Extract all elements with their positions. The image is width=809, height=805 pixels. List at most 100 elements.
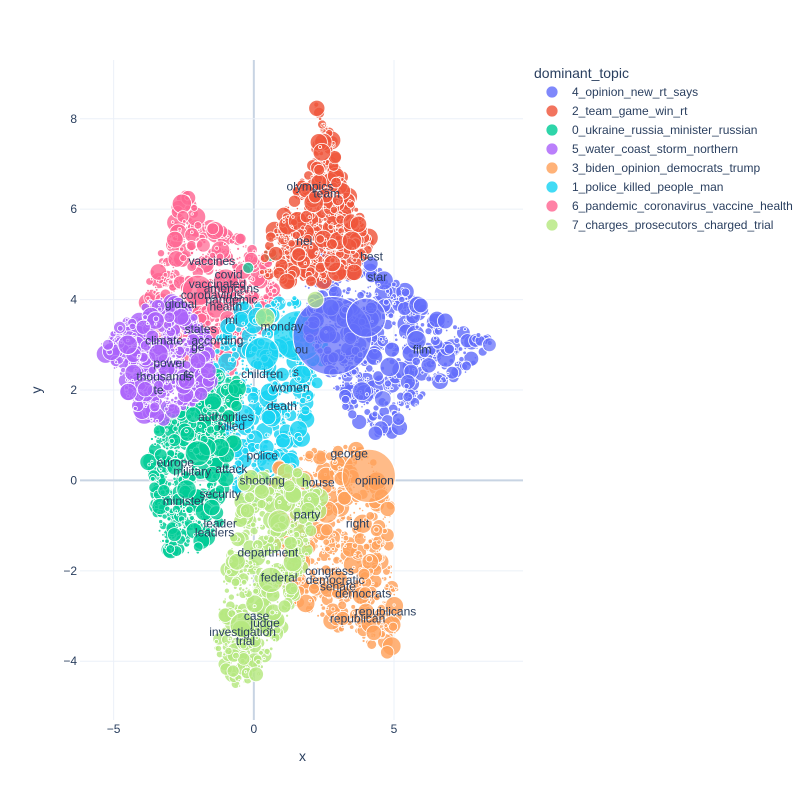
data-point [250, 278, 252, 280]
data-point [353, 258, 357, 262]
data-point [289, 529, 293, 533]
data-point [237, 247, 240, 250]
data-point [175, 449, 178, 452]
data-point [341, 233, 344, 236]
data-point [404, 403, 406, 405]
data-point [278, 491, 280, 493]
data-point [182, 220, 186, 224]
data-point [323, 280, 327, 284]
data-point [279, 273, 295, 289]
data-point [260, 524, 262, 526]
data-point [325, 546, 331, 552]
data-point [385, 337, 387, 339]
data-point [248, 433, 254, 439]
data-point [421, 358, 436, 373]
data-point [316, 259, 319, 262]
data-point [309, 100, 325, 116]
data-point [381, 577, 384, 580]
data-point [299, 456, 304, 461]
data-point [221, 236, 223, 238]
data-point [333, 387, 336, 390]
data-point [366, 556, 373, 563]
data-point [274, 238, 276, 240]
data-point [446, 377, 449, 380]
data-point-large [374, 391, 391, 408]
data-point [363, 543, 370, 550]
data-point [392, 321, 396, 325]
data-point [276, 307, 278, 309]
data-point [238, 679, 240, 681]
data-point [464, 371, 466, 373]
data-point [178, 227, 182, 231]
data-point [403, 319, 405, 321]
data-point [390, 572, 392, 574]
data-point [367, 640, 377, 650]
data-point [167, 482, 171, 486]
data-point [321, 548, 324, 551]
data-point [401, 288, 410, 297]
data-point [199, 425, 202, 428]
data-point [447, 372, 449, 374]
data-point [218, 436, 221, 439]
data-point [171, 221, 174, 224]
data-point [300, 397, 306, 403]
data-point [366, 625, 382, 641]
data-point [154, 443, 157, 446]
data-point [354, 207, 359, 212]
data-point [187, 241, 197, 251]
data-point-large [307, 291, 324, 308]
data-point [239, 395, 242, 398]
data-point [329, 468, 331, 470]
data-point [229, 377, 231, 379]
data-point [313, 143, 331, 161]
data-point [330, 251, 332, 253]
data-point [238, 685, 240, 687]
data-point [333, 534, 336, 537]
data-point [150, 476, 155, 481]
data-point [305, 552, 309, 556]
data-point [342, 381, 345, 384]
data-point-large [243, 262, 254, 273]
data-point [459, 357, 464, 362]
data-point [383, 299, 389, 305]
data-point [233, 652, 240, 659]
data-point [277, 303, 280, 306]
data-point [437, 313, 453, 329]
data-point [207, 223, 219, 235]
data-point-large [203, 499, 220, 516]
data-point [245, 442, 248, 445]
data-point [273, 639, 276, 642]
data-point [308, 497, 311, 500]
data-point [199, 484, 202, 487]
data-point [270, 610, 275, 615]
data-point [242, 245, 244, 247]
data-point [268, 434, 270, 436]
data-point [306, 276, 317, 287]
data-point [182, 510, 185, 513]
data-point [285, 416, 287, 418]
data-point [415, 325, 419, 329]
data-point [187, 551, 189, 553]
data-point [181, 521, 184, 524]
data-point [414, 395, 416, 397]
data-point [312, 471, 314, 473]
data-point [190, 231, 193, 234]
data-point [408, 408, 411, 411]
data-point [284, 248, 287, 251]
data-point [260, 405, 262, 407]
data-point [425, 328, 432, 335]
data-point [382, 628, 385, 631]
data-point [366, 292, 369, 295]
data-point [323, 161, 326, 164]
data-point [180, 255, 187, 262]
data-point [223, 580, 226, 583]
data-point [223, 243, 226, 246]
data-point [323, 247, 325, 249]
data-point [389, 622, 398, 631]
data-point [228, 379, 246, 397]
data-point [158, 529, 161, 532]
data-point [380, 501, 395, 516]
data-point [342, 531, 345, 534]
data-point [254, 568, 257, 571]
data-point [241, 580, 247, 586]
